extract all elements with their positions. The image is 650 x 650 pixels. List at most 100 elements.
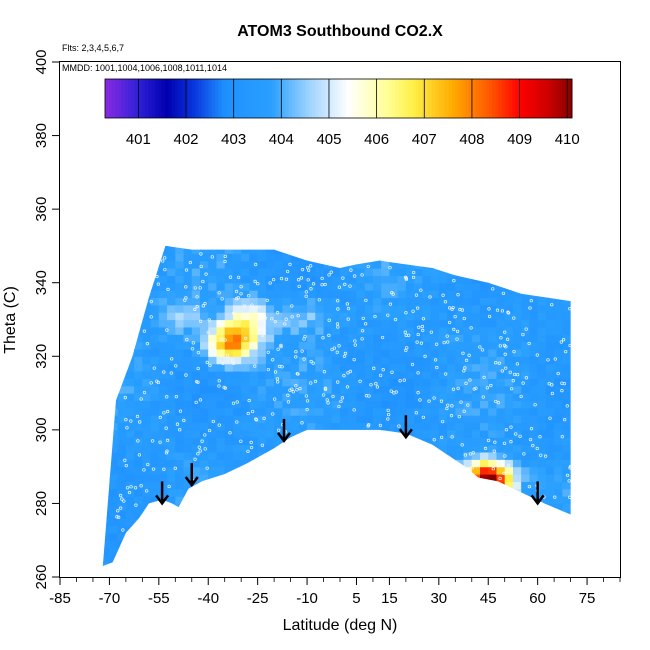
observation-point — [364, 298, 368, 303]
heatmap-cell — [422, 326, 432, 335]
colorbar-swatch — [388, 79, 393, 118]
heatmap-cell — [562, 429, 571, 438]
heatmap-cell — [134, 407, 143, 416]
observation-point — [158, 440, 162, 444]
heatmap-cell — [430, 474, 440, 482]
heatmap-cell — [340, 326, 349, 335]
heatmap-cell — [422, 385, 432, 394]
heatmap-cell — [397, 532, 407, 541]
heatmap-cell — [315, 326, 325, 335]
heatmap-cell — [331, 474, 341, 482]
heatmap-cell — [175, 385, 185, 394]
heatmap-cell — [537, 348, 547, 357]
heatmap-cell — [422, 415, 432, 424]
heatmap-cell — [241, 415, 251, 424]
heatmap-cell — [471, 297, 481, 306]
heatmap-cell — [134, 474, 143, 482]
heatmap-cell — [356, 481, 366, 490]
heatmap-cell — [175, 268, 185, 276]
heatmap-cell — [504, 488, 514, 497]
observation-point — [193, 457, 197, 461]
heatmap-cell — [340, 422, 349, 431]
heatmap-cell — [125, 363, 135, 372]
heatmap-cell — [315, 466, 325, 475]
heatmap-cell — [447, 474, 456, 482]
heatmap-cell — [257, 385, 267, 394]
observation-point — [285, 269, 290, 274]
observation-point — [565, 404, 569, 408]
heatmap-cell — [298, 326, 308, 335]
heatmap-cell — [521, 297, 531, 306]
heatmap-cell — [241, 429, 251, 438]
observation-point — [250, 409, 255, 414]
heatmap-cell — [315, 275, 325, 284]
heatmap-cell — [274, 451, 283, 460]
heatmap-cell — [175, 444, 185, 453]
colorbar-swatch — [348, 79, 353, 118]
heatmap-cell — [438, 532, 448, 541]
heatmap-cell — [282, 326, 292, 335]
heatmap-cell — [554, 319, 563, 328]
heatmap-cell — [142, 260, 152, 269]
heatmap-cell — [455, 290, 465, 299]
observation-point — [195, 295, 199, 299]
heatmap-cell — [372, 253, 382, 262]
heatmap-cell — [372, 429, 382, 438]
heatmap-cell — [282, 444, 292, 453]
heatmap-cell — [537, 518, 547, 527]
heatmap-cell — [93, 290, 102, 298]
heatmap-cell — [323, 319, 333, 328]
heatmap-cell — [455, 554, 465, 563]
heatmap-cell — [438, 348, 448, 357]
heatmap-cell — [571, 518, 580, 526]
heatmap-cell — [282, 268, 292, 276]
heatmap-cell — [480, 422, 489, 431]
heatmap-cell — [356, 562, 366, 566]
heatmap-cell — [265, 282, 275, 291]
heatmap-cell — [488, 385, 498, 394]
heatmap-cell — [307, 474, 316, 482]
heatmap-cell — [274, 312, 283, 321]
heatmap-cell — [183, 297, 193, 306]
heatmap-cell — [315, 532, 325, 541]
heatmap-cell — [134, 290, 143, 299]
heatmap-cell — [109, 466, 119, 475]
heatmap-cell — [183, 562, 193, 566]
heatmap-cell — [298, 245, 308, 254]
heatmap-cell — [208, 385, 218, 394]
heatmap-cell — [232, 525, 242, 534]
heatmap-cell — [224, 312, 234, 321]
heatmap-cell — [315, 525, 325, 534]
heatmap-cell — [447, 378, 456, 387]
heatmap-cell — [323, 356, 333, 365]
heatmap-cell — [249, 503, 259, 512]
heatmap-cell — [405, 312, 415, 321]
heatmap-cell — [257, 268, 267, 276]
heatmap-cell — [208, 378, 218, 387]
heatmap-cell — [455, 510, 465, 519]
heatmap-cell — [249, 422, 259, 431]
heatmap-cell — [364, 378, 374, 387]
heatmap-cell — [175, 422, 185, 431]
heatmap-cell — [512, 297, 522, 306]
observation-point — [279, 276, 284, 281]
heatmap-cell — [208, 466, 218, 475]
heatmap-cell — [562, 532, 571, 541]
heatmap-cell — [430, 400, 440, 409]
heatmap-cell — [381, 260, 391, 269]
observation-point — [139, 397, 143, 401]
heatmap-cell — [348, 356, 358, 365]
heatmap-cell — [249, 525, 259, 534]
heatmap-cell — [290, 319, 300, 328]
heatmap-cell — [224, 547, 234, 556]
heatmap-cell — [496, 356, 506, 365]
colorbar-swatch — [108, 79, 113, 118]
heatmap-cell — [414, 437, 423, 446]
heatmap-cell — [455, 459, 465, 468]
heatmap-cell — [381, 378, 391, 387]
heatmap-cell — [232, 356, 242, 365]
heatmap-cell — [241, 326, 251, 335]
observation-point — [309, 381, 313, 385]
colorbar-swatch — [228, 79, 233, 118]
colorbar-swatch — [568, 79, 573, 118]
